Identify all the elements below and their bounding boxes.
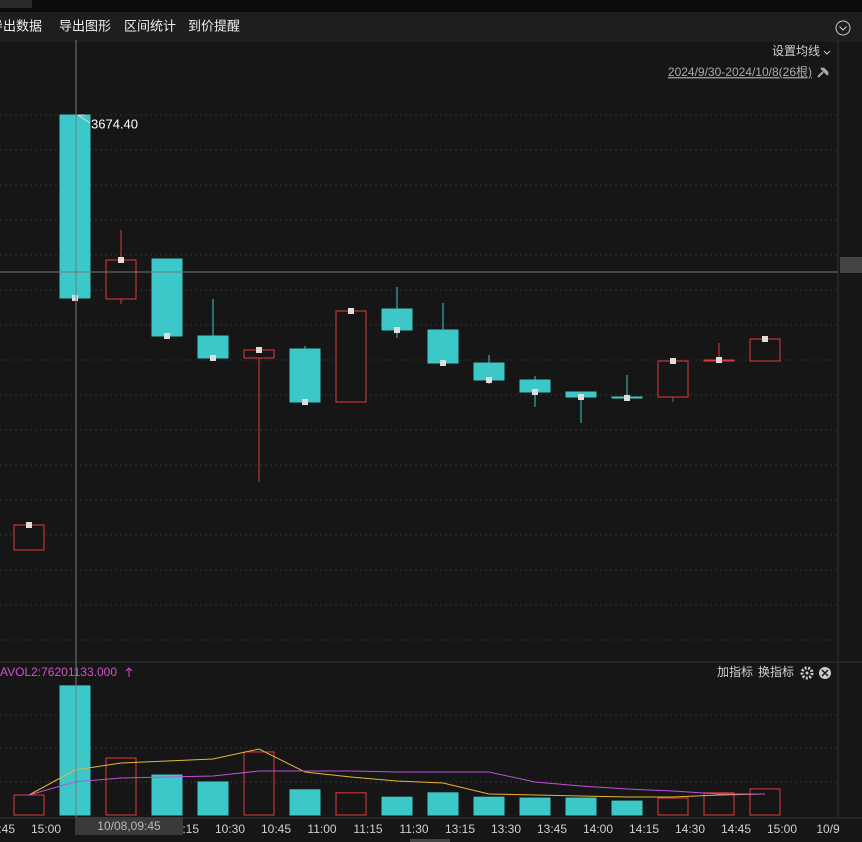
close-marker	[118, 257, 124, 263]
tab-strip	[0, 0, 862, 12]
toolbar	[0, 12, 862, 42]
close-marker	[440, 360, 446, 366]
x-tick-label: 14:45	[0, 822, 15, 836]
close-marker	[210, 355, 216, 361]
pin-icon[interactable]	[817, 67, 829, 78]
volume-bar	[473, 796, 505, 816]
volume-bar	[59, 685, 91, 816]
close-marker	[302, 399, 308, 405]
chevron	[823, 50, 831, 55]
x-tick-label: 14:15	[629, 822, 659, 836]
x-tick-label: 15:00	[767, 822, 797, 836]
close-marker	[256, 347, 262, 353]
x-tick-label: 14:30	[675, 822, 705, 836]
x-tick-label: 10:30	[215, 822, 245, 836]
x-tick-label: 10/9	[816, 822, 840, 836]
volume-bar	[335, 792, 367, 816]
close-icon[interactable]	[819, 667, 831, 679]
volume-bar	[427, 792, 459, 816]
settings-icon[interactable]	[800, 666, 814, 680]
annotation-label: 3674.40	[91, 116, 138, 131]
x-tick-label: 15:00	[31, 822, 61, 836]
candle-body	[657, 360, 689, 398]
close-marker	[762, 336, 768, 342]
crosshair-price-box	[840, 257, 862, 273]
close-marker	[716, 357, 722, 363]
annotation-arrow	[77, 114, 91, 124]
x-tick-label: 13:45	[537, 822, 567, 836]
volume-bar	[197, 781, 229, 816]
toolbar-item[interactable]: 到价提醒	[188, 18, 240, 33]
close-marker	[72, 295, 78, 301]
volume-bar	[381, 796, 413, 816]
candle-body	[13, 524, 45, 551]
x-tick-label: 11:00	[307, 822, 336, 836]
x-tick-label: 13:30	[491, 822, 521, 836]
range-label[interactable]: 2024/9/30-2024/10/8(26根)	[668, 65, 812, 79]
tab	[0, 0, 32, 8]
toolbar-item[interactable]: 区间统计	[124, 18, 176, 33]
volume-bar	[565, 797, 597, 816]
close-marker	[164, 333, 170, 339]
close-marker	[348, 308, 354, 314]
crosshair-time-box	[75, 817, 183, 835]
close-marker	[532, 389, 538, 395]
candle-body	[59, 114, 91, 299]
candle-body	[151, 258, 183, 337]
candle-body	[289, 348, 321, 403]
volume-indicator-label: AVOL2:76201133.000	[0, 665, 117, 679]
candle-body	[749, 338, 781, 362]
volume-bar	[151, 774, 183, 816]
volume-bar	[749, 788, 781, 816]
switch-indicator[interactable]: 换指标	[758, 664, 794, 679]
collapse-button[interactable]	[835, 20, 851, 36]
ma-line	[28, 748, 766, 798]
add-indicator[interactable]: 加指标	[717, 664, 753, 679]
crosshair-time-label: 10/08,09:45	[97, 819, 161, 833]
close-marker	[624, 395, 630, 401]
x-tick-label: 14:00	[583, 822, 613, 836]
volume-bar	[703, 792, 735, 816]
candle-body	[381, 308, 413, 331]
scroll-thumb	[410, 839, 450, 842]
close-marker	[578, 394, 584, 400]
candle-body	[427, 329, 459, 364]
plot: 3674.4014:4515:0010:1510:3010:4511:0011:…	[0, 40, 862, 842]
toolbar-item[interactable]: 导出图形	[59, 18, 111, 33]
volume-bar	[611, 800, 643, 816]
ma-setting[interactable]: 设置均线	[772, 44, 820, 58]
volume-bar	[289, 789, 321, 816]
candle-body	[335, 310, 367, 403]
candle-body	[105, 259, 137, 300]
volume-bar	[105, 757, 137, 816]
close-marker	[486, 377, 492, 383]
volume-bar	[519, 797, 551, 816]
x-tick-label: 14:45	[721, 822, 751, 836]
toolbar-item[interactable]: 导出数据	[0, 18, 42, 33]
close-marker	[394, 327, 400, 333]
close-marker	[26, 522, 32, 528]
x-tick-label: 11:30	[399, 822, 428, 836]
volume-bar	[243, 751, 275, 816]
x-tick-label: 10:45	[261, 822, 291, 836]
volume-bar	[657, 797, 689, 816]
volume-bar	[13, 794, 45, 816]
x-tick-label: 11:15	[353, 822, 382, 836]
candle-body	[197, 335, 229, 359]
close-marker	[670, 358, 676, 364]
grid	[0, 114, 838, 783]
up-arrow	[125, 667, 133, 677]
ma-line	[28, 770, 765, 796]
x-tick-label: 13:15	[445, 822, 475, 836]
